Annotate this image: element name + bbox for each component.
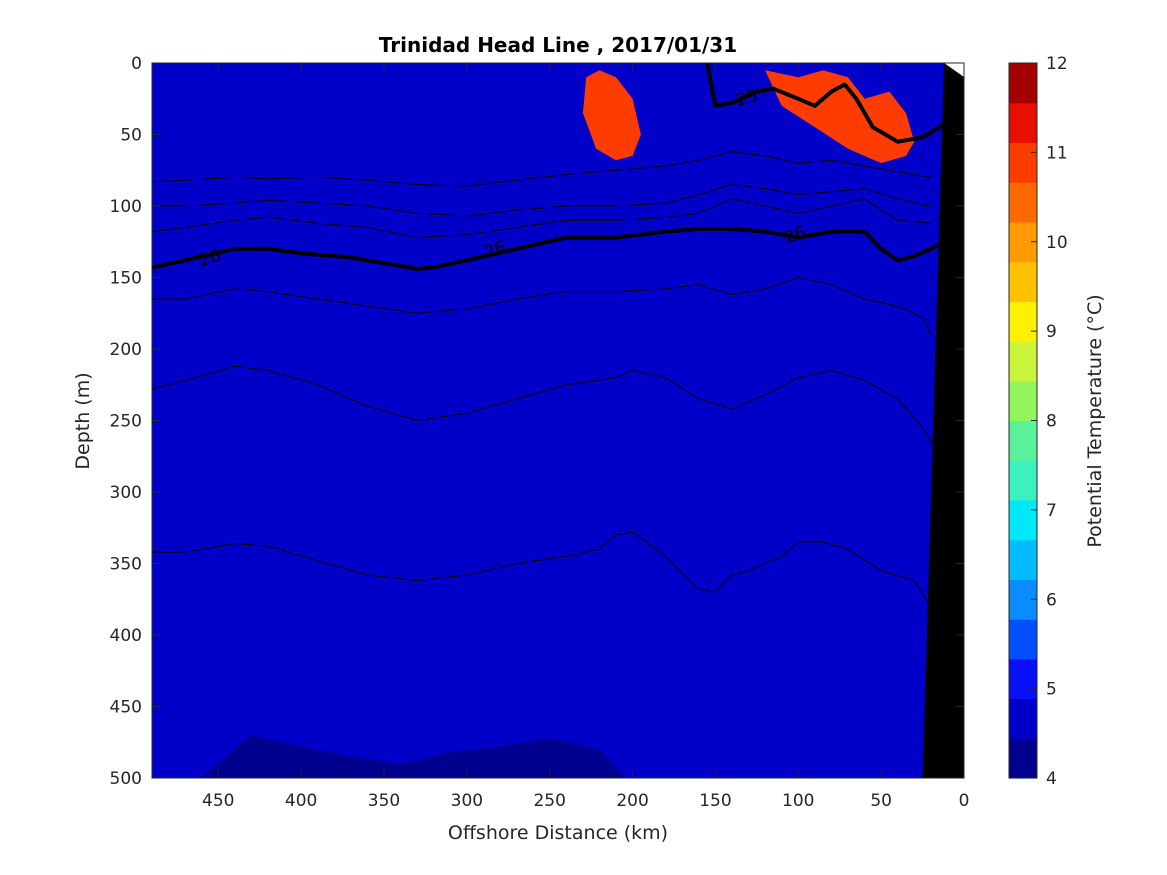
colorbar-swatch <box>1009 261 1037 302</box>
colorbar-tick-label: 6 <box>1046 590 1057 610</box>
y-tick-label: 150 <box>110 269 142 289</box>
x-tick-label: 100 <box>782 791 814 811</box>
land-mask <box>922 63 964 778</box>
y-tick-label: 300 <box>110 483 142 503</box>
isopycnal-line-3 <box>152 198 931 238</box>
y-tick-label: 400 <box>110 626 142 646</box>
warm-core-2 <box>765 70 915 164</box>
colorbar-tick-label: 12 <box>1046 54 1068 74</box>
colorbar-swatch <box>1009 380 1037 422</box>
isopycnal-line-6 <box>152 365 940 457</box>
isopycnal-25-line <box>705 63 952 144</box>
x-tick-label: 200 <box>616 791 648 811</box>
y-tick-label: 0 <box>131 54 142 74</box>
colorbar-swatch <box>1009 182 1037 223</box>
continental-shelf <box>922 63 964 778</box>
y-axis: 0 50 100 150 200 250 300 350 400 450 500 <box>110 54 964 789</box>
y-tick-label: 350 <box>110 555 142 575</box>
colorbar-swatch <box>1009 738 1037 779</box>
colorbar-tick-label: 11 <box>1046 143 1068 163</box>
colorbar-tick-label: 4 <box>1046 769 1057 789</box>
warm-core-1 <box>582 70 641 161</box>
isopycnal-26-line <box>152 226 946 271</box>
y-tick-label: 450 <box>110 698 142 718</box>
chart-title: Trinidad Head Line , 2017/01/31 <box>379 33 737 57</box>
colorbar-tick-label: 10 <box>1046 233 1068 253</box>
y-axis-title: Depth (m) <box>72 372 94 469</box>
x-tick-label: 250 <box>533 791 565 811</box>
colorbar-swatch <box>1009 499 1037 541</box>
isopycnal-line-5 <box>152 277 932 335</box>
isopycnal-line-7 <box>152 531 932 607</box>
colorbar-tick-label: 9 <box>1046 322 1057 342</box>
colorbar-swatch <box>1009 698 1037 739</box>
colorbar-swatch <box>1009 63 1037 104</box>
x-tick-label: 450 <box>202 791 234 811</box>
colorbar-swatch <box>1009 539 1037 580</box>
isopycnal-line-1 <box>152 151 931 187</box>
y-tick-label: 250 <box>110 412 142 432</box>
colorbar-swatch <box>1009 619 1037 660</box>
x-tick-label: 150 <box>699 791 731 811</box>
x-tick-label: 400 <box>285 791 317 811</box>
colorbar-swatch <box>1009 301 1037 342</box>
no-data-corner <box>944 63 964 77</box>
y-tick-label: 500 <box>110 769 142 789</box>
y-tick-label: 100 <box>110 197 142 217</box>
x-axis: 450 400 350 300 250 200 150 100 50 0 <box>202 63 969 811</box>
x-tick-label: 50 <box>870 791 892 811</box>
colorbar-tick-label: 8 <box>1046 412 1057 432</box>
colorbar-swatch <box>1009 420 1037 461</box>
colorbar-tick-label: 5 <box>1046 680 1057 700</box>
colorbar-swatch <box>1009 102 1037 144</box>
x-tick-label: 350 <box>368 791 400 811</box>
temperature-bands <box>152 63 945 778</box>
colorbar-swatch <box>1009 341 1037 382</box>
x-tick-label: 0 <box>959 791 970 811</box>
y-tick-label: 200 <box>110 340 142 360</box>
x-tick-label: 300 <box>451 791 483 811</box>
x-axis-title: Offshore Distance (km) <box>448 822 668 844</box>
colorbar-tick-label: 7 <box>1046 501 1057 521</box>
colorbar-swatch <box>1009 460 1037 501</box>
temperature-band-4.5 <box>152 63 945 778</box>
y-tick-label: 50 <box>120 126 142 146</box>
isopycnal-line-2 <box>152 184 932 217</box>
colorbar-title: Potential Temperature (°C) <box>1084 294 1106 547</box>
colorbar-swatch <box>1009 142 1037 183</box>
colorbar-swatch <box>1009 658 1037 700</box>
density-contours <box>152 63 952 607</box>
colorbar: 12 11 10 9 8 7 6 5 4 <box>1008 54 1068 789</box>
